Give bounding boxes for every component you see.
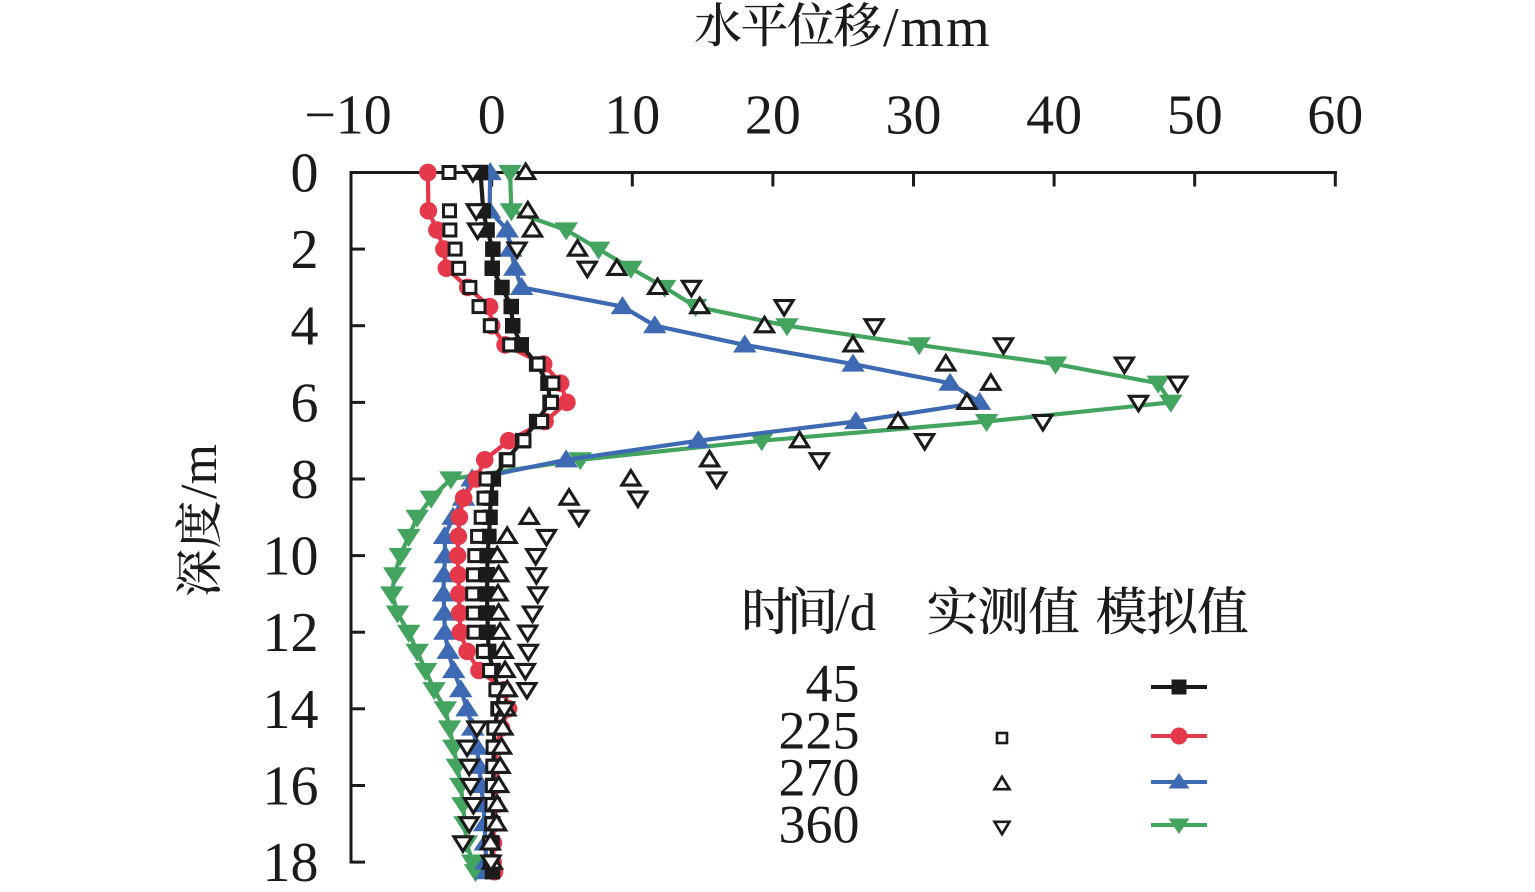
svg-text:/m: /m	[171, 444, 228, 499]
svg-text:30: 30	[886, 85, 942, 147]
svg-text:360: 360	[779, 795, 860, 855]
svg-text:−10: −10	[304, 85, 392, 147]
svg-text:50: 50	[1167, 85, 1223, 147]
svg-text:8: 8	[291, 449, 319, 511]
svg-text:18: 18	[263, 832, 319, 892]
svg-text:270: 270	[779, 748, 860, 808]
svg-text:/d: /d	[835, 584, 876, 642]
svg-text:14: 14	[263, 679, 319, 741]
svg-text:60: 60	[1307, 85, 1363, 147]
svg-text:40: 40	[1026, 85, 1082, 147]
svg-text:16: 16	[263, 756, 319, 818]
svg-text:0: 0	[478, 85, 506, 147]
svg-text:0: 0	[291, 143, 319, 205]
svg-text:/mm: /mm	[883, 0, 992, 59]
svg-text:2: 2	[291, 219, 319, 281]
svg-text:6: 6	[291, 372, 319, 434]
svg-text:45: 45	[806, 654, 860, 714]
svg-text:20: 20	[745, 85, 801, 147]
svg-text:4: 4	[291, 296, 319, 358]
svg-text:12: 12	[263, 602, 319, 664]
svg-text:10: 10	[604, 85, 660, 147]
svg-text:225: 225	[779, 701, 860, 761]
svg-text:10: 10	[263, 526, 319, 588]
